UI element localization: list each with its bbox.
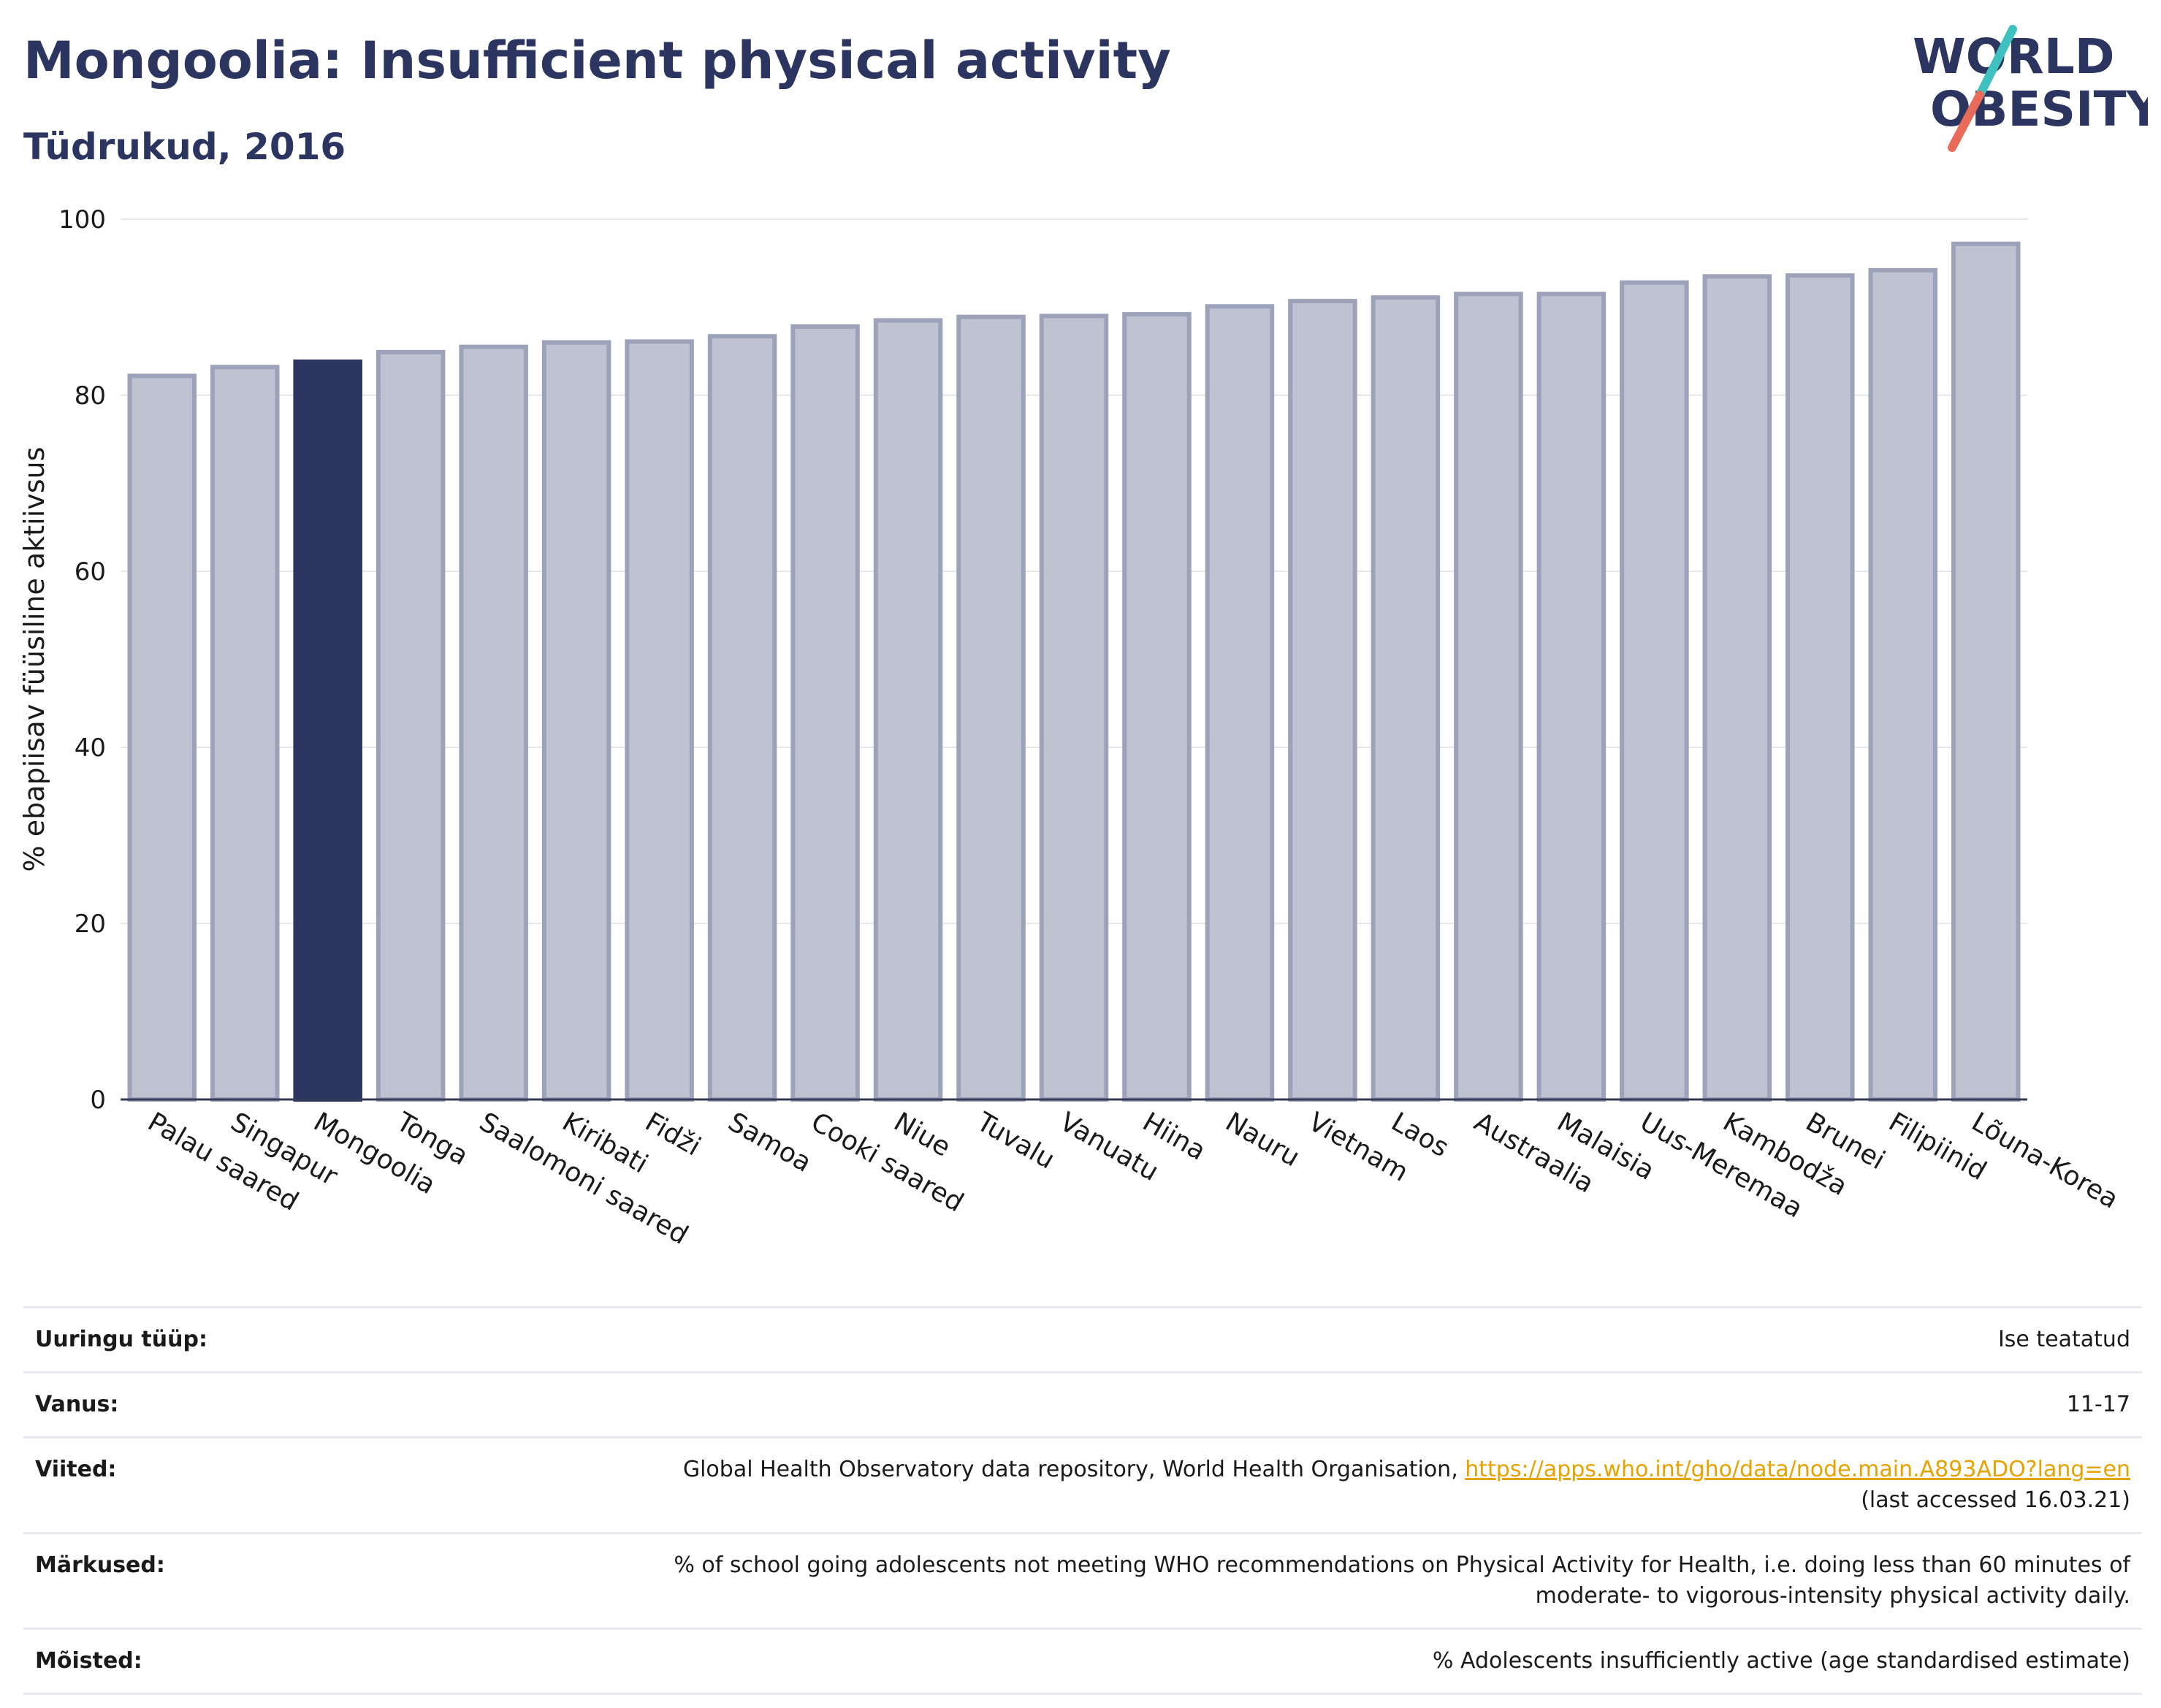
- bar: [873, 318, 943, 1102]
- info-value: 11-17: [427, 1371, 2142, 1438]
- logo-slash-teal: [1975, 25, 2017, 99]
- bar: [127, 373, 197, 1102]
- info-row-definitions: Mõisted: % Adolescents insufficiently ac…: [23, 1628, 2142, 1695]
- logo-line1: WORLD: [1913, 28, 2115, 85]
- bar: [1371, 295, 1441, 1102]
- bar: [1454, 291, 1523, 1102]
- bar: [1702, 274, 1772, 1102]
- y-axis-ticks: 0 20 40 60 80 100: [58, 205, 106, 1115]
- page-title: Mongoolia: Insufficient physical activit…: [23, 31, 1171, 91]
- x-tick-label: Nauru: [1220, 1107, 1304, 1173]
- bar: [1536, 291, 1607, 1102]
- bar: [1620, 280, 1689, 1102]
- y-axis-label: % ebapiisav füüsiline aktiivsus: [18, 447, 50, 872]
- y-tick-label: 80: [75, 381, 106, 411]
- info-row-age: Vanus: 11-17: [23, 1371, 2142, 1438]
- info-value: Ise teatatud: [427, 1306, 2142, 1373]
- info-key: Mõisted:: [23, 1628, 427, 1695]
- page-subtitle: Tüdrukud, 2016: [23, 126, 346, 168]
- bar: [790, 324, 860, 1102]
- bar: [1288, 299, 1357, 1102]
- info-row-survey-type: Uuringu tüüp: Ise teatatud: [23, 1306, 2142, 1373]
- bar-chart: 0 20 40 60 80 100 Palau saaredSingapurMongool…: [18, 205, 2123, 1251]
- bar: [293, 359, 362, 1102]
- y-tick-label: 40: [75, 733, 106, 763]
- x-tick-label: Tuvalu: [971, 1107, 1059, 1175]
- info-row-notes: Märkused: % of school going adolescents …: [23, 1532, 2142, 1629]
- info-key: Vanus:: [23, 1371, 427, 1438]
- info-value: Global Health Observatory data repositor…: [427, 1436, 2142, 1533]
- y-tick-label: 20: [75, 910, 106, 939]
- info-value: % of school going adolescents not meetin…: [427, 1532, 2142, 1629]
- y-tick-label: 100: [58, 205, 106, 235]
- info-row-references: Viited: Global Health Observatory data r…: [23, 1436, 2142, 1533]
- info-key: Märkused:: [23, 1532, 427, 1629]
- reference-text: Global Health Observatory data repositor…: [682, 1457, 1466, 1482]
- bar: [625, 339, 694, 1102]
- x-tick-label: Samoa: [723, 1107, 817, 1178]
- bar: [707, 334, 777, 1102]
- bar: [1205, 304, 1275, 1102]
- info-table: Uuringu tüüp: Ise teatatud Vanus: 11-17 …: [23, 1306, 2142, 1695]
- bar: [459, 344, 528, 1102]
- y-tick-label: 60: [75, 557, 106, 587]
- bar: [1951, 241, 2021, 1102]
- world-obesity-logo: WORLD OBESITY: [1913, 25, 2148, 152]
- chart-bars: [127, 241, 2021, 1102]
- reference-accessed: (last accessed 16.03.21): [1861, 1487, 2130, 1513]
- reference-link[interactable]: https://apps.who.int/gho/data/node.main.…: [1465, 1457, 2130, 1482]
- bar: [210, 365, 280, 1102]
- bar: [541, 340, 611, 1102]
- bar: [1122, 312, 1192, 1102]
- bar: [1039, 313, 1109, 1102]
- bar: [956, 314, 1026, 1102]
- x-tick-label: Cooki saared: [806, 1107, 969, 1218]
- bar: [376, 349, 446, 1102]
- info-value: % Adolescents insufficiently active (age…: [427, 1628, 2142, 1695]
- info-key: Viited:: [23, 1436, 427, 1533]
- notes-line1: % of school going adolescents not meetin…: [674, 1552, 2130, 1578]
- bar: [1785, 273, 1855, 1102]
- logo-slash-coral: [1948, 91, 1984, 152]
- notes-line2: moderate- to vigorous-intensity physical…: [1535, 1583, 2130, 1609]
- y-tick-label: 0: [90, 1086, 106, 1115]
- info-key: Uuringu tüüp:: [23, 1306, 427, 1373]
- bar: [1868, 267, 1938, 1102]
